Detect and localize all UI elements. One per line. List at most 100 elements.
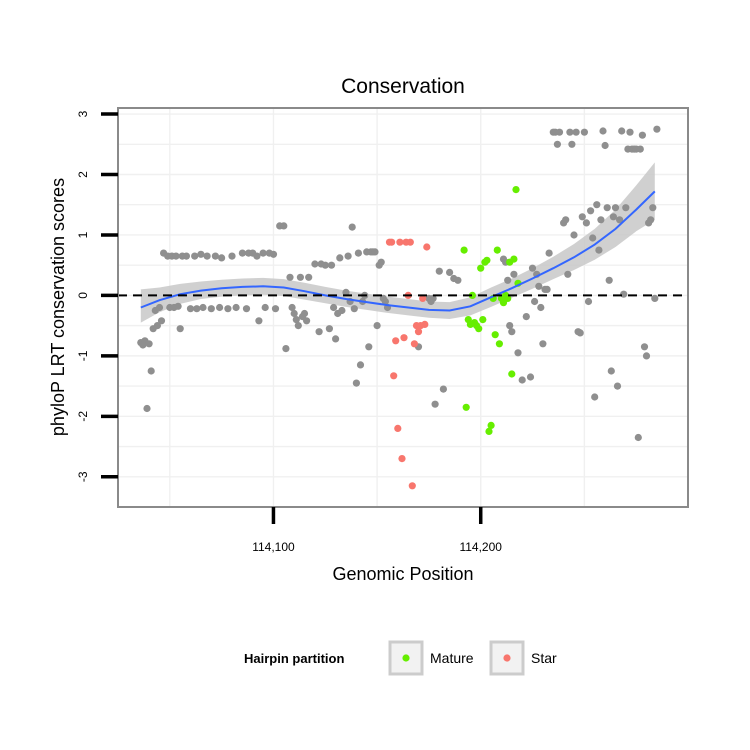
point-other — [609, 213, 618, 221]
point-other — [578, 213, 586, 221]
y-tick-label: -2 — [76, 411, 90, 422]
legend-swatch-star — [503, 654, 511, 662]
point-mature — [512, 186, 520, 194]
point-other — [576, 329, 584, 337]
point-other — [255, 317, 263, 325]
point-other — [218, 254, 226, 262]
point-other — [620, 290, 628, 298]
point-other — [572, 128, 580, 136]
x-axis-label: Genomic Position — [332, 564, 473, 584]
point-mature — [508, 370, 516, 378]
point-other — [584, 297, 593, 306]
point-other — [618, 127, 626, 135]
point-star — [396, 238, 404, 246]
y-tick-label: 0 — [76, 292, 90, 299]
point-other — [651, 294, 659, 302]
point-other — [626, 128, 634, 136]
point-other — [371, 248, 379, 256]
point-other — [186, 305, 195, 313]
point-other — [429, 294, 437, 302]
point-other — [605, 276, 613, 284]
point-other — [607, 367, 615, 375]
point-other — [172, 252, 180, 260]
point-other — [439, 385, 447, 393]
point-other — [582, 219, 591, 227]
point-other — [591, 393, 599, 401]
point-other — [435, 267, 443, 275]
legend-label-star: Star — [531, 650, 557, 666]
point-other — [593, 201, 601, 209]
smooth-line — [140, 190, 656, 312]
confidence-band — [140, 162, 655, 323]
point-other — [176, 325, 184, 333]
point-mature — [477, 264, 485, 272]
point-star — [388, 238, 396, 246]
point-star — [398, 455, 406, 463]
point-other — [599, 127, 607, 135]
point-other — [269, 250, 278, 258]
point-mature — [491, 331, 499, 339]
point-mature — [504, 294, 512, 302]
point-other — [294, 322, 302, 330]
point-other — [242, 305, 251, 313]
point-other — [649, 204, 657, 212]
point-other — [531, 297, 539, 306]
point-other — [597, 216, 605, 224]
point-mature — [510, 255, 518, 263]
point-other — [290, 309, 298, 318]
point-other — [528, 264, 537, 272]
point-other — [510, 270, 518, 278]
point-other — [580, 128, 589, 136]
y-tick-label: 2 — [76, 171, 90, 178]
point-other — [537, 303, 545, 312]
point-other — [325, 325, 333, 333]
point-star — [400, 334, 408, 342]
point-other — [562, 216, 570, 224]
point-other — [147, 367, 155, 375]
point-star — [394, 424, 402, 432]
point-other — [228, 252, 236, 260]
point-other — [332, 335, 340, 343]
point-mature — [468, 291, 476, 299]
point-other — [636, 145, 644, 153]
point-other — [253, 252, 261, 260]
point-other — [182, 252, 190, 260]
point-mature — [460, 246, 468, 254]
legend-swatch-mature — [402, 654, 410, 662]
point-other — [553, 140, 562, 148]
point-other — [207, 305, 215, 313]
point-other — [526, 373, 535, 381]
point-star — [414, 328, 423, 336]
point-star — [423, 243, 431, 251]
point-star — [392, 337, 400, 345]
point-other — [338, 306, 346, 315]
legend-label-mature: Mature — [430, 650, 474, 666]
legend-title: Hairpin partition — [244, 651, 344, 666]
point-other — [232, 303, 240, 312]
point-other — [564, 270, 572, 278]
point-other — [616, 216, 624, 224]
point-other — [543, 285, 551, 293]
point-other — [653, 125, 661, 133]
point-other — [595, 246, 603, 254]
point-other — [296, 273, 304, 281]
y-axis: -3 -2 -1 0 1 2 3 — [76, 110, 118, 482]
point-other — [286, 273, 294, 281]
point-other — [568, 140, 576, 148]
point-mature — [462, 403, 470, 411]
point-other — [321, 261, 329, 269]
point-other — [303, 317, 311, 325]
point-other — [327, 261, 336, 269]
point-other — [216, 303, 224, 312]
point-mature — [485, 427, 493, 435]
point-star — [419, 294, 427, 302]
point-other — [381, 297, 389, 306]
point-other — [259, 249, 267, 257]
point-other — [539, 340, 547, 348]
legend: Hairpin partition Mature Star — [244, 640, 557, 676]
point-other — [506, 322, 514, 330]
point-star — [421, 320, 429, 328]
point-mature — [493, 246, 501, 254]
point-other — [155, 303, 164, 312]
point-other — [508, 328, 516, 336]
